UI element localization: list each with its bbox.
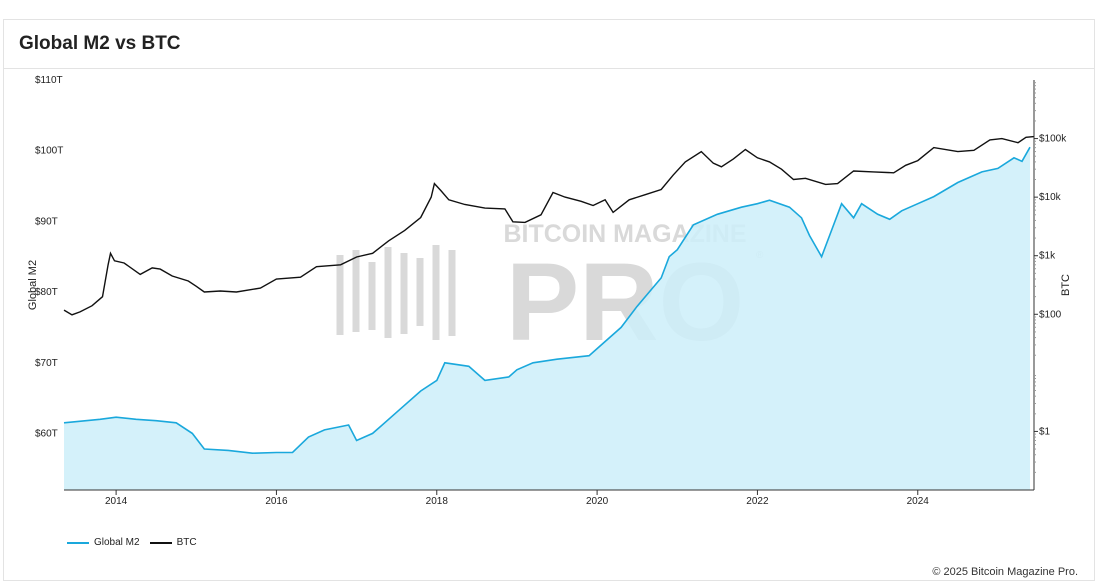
series-global-m2-line (63, 146, 1031, 455)
x-tick-label-2014: 2014 (105, 496, 128, 507)
y-left-tick-label-1: $100T (35, 146, 63, 157)
y-right-tick-label-4: $1 (1039, 426, 1051, 437)
y-left-tick-label-5: $60T (35, 428, 58, 439)
y-left-tick-label-4: $70T (35, 358, 58, 369)
y-left-tick-label-3: $80T (35, 287, 58, 298)
y-right-tick-label-2: $1k (1039, 251, 1056, 262)
y-right-tick-label-1: $10k (1039, 192, 1062, 203)
card-header: Global M2 vs BTC (4, 20, 1094, 69)
series-global-m2-area (64, 147, 1030, 490)
y-right-axis-title: BTC (1060, 274, 1072, 296)
y-left-axis-title: Global M2 (27, 260, 39, 310)
x-tick-label-2022: 2022 (746, 496, 769, 507)
legend-item-global-m2[interactable]: Global M2 (67, 537, 140, 548)
legend-label-global-m2: Global M2 (94, 537, 140, 548)
x-tick-label-2016: 2016 (265, 496, 288, 507)
x-tick-label-2018: 2018 (426, 496, 449, 507)
x-tick-label-2020: 2020 (586, 496, 609, 507)
y-left-tick-label-0: $110T (35, 75, 63, 86)
chart-title: Global M2 vs BTC (19, 33, 181, 54)
watermark-candle-icon (336, 245, 456, 340)
y-left-tick-label-2: $90T (35, 216, 58, 227)
y-right-tick-label-3: $100 (1039, 309, 1062, 320)
x-tick-label-2024: 2024 (907, 496, 930, 507)
y-right-tick-label-0: $100k (1039, 134, 1067, 145)
chart-legend: Global M2 BTC (67, 537, 207, 548)
legend-swatch-global-m2 (67, 541, 89, 544)
legend-label-btc: BTC (176, 537, 197, 548)
series-btc-line (63, 135, 1035, 316)
legend-item-btc[interactable]: BTC (149, 537, 197, 548)
copyright-notice: © 2025 Bitcoin Magazine Pro. (932, 566, 1078, 578)
legend-swatch-btc (149, 541, 172, 544)
